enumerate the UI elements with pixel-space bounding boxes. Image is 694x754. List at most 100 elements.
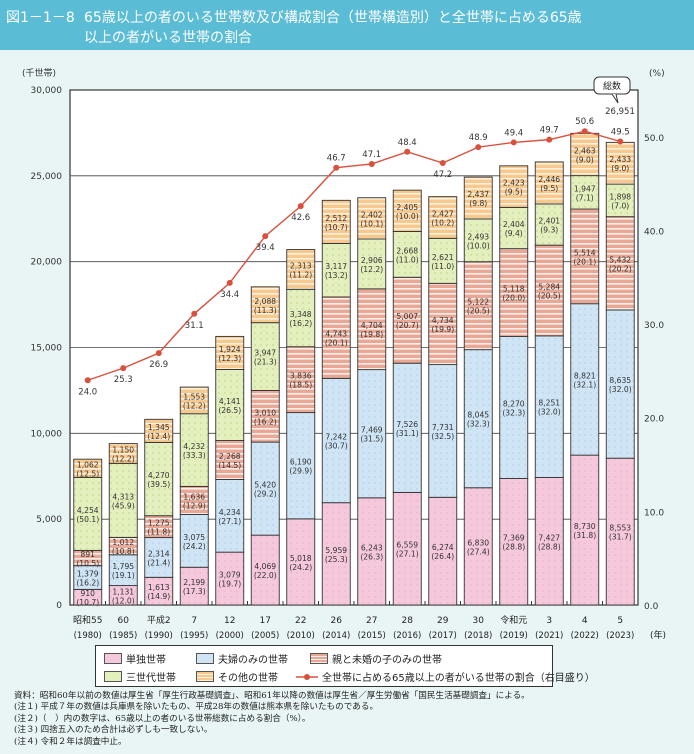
bar-value-label: 3,079	[219, 571, 241, 580]
bar-value-label: 2,268	[219, 452, 241, 461]
x-tick-year-label: (2015)	[358, 631, 386, 641]
bar-segment	[215, 551, 245, 606]
bar-segment	[250, 286, 280, 324]
bar-share-label: (19.9)	[431, 325, 454, 334]
legend: 単独世帯 夫婦のみの世帯 親と未婚の子のみの世帯 三世代世帯 その他の世帯 全世…	[95, 645, 595, 687]
bar-value-label: 4,313	[112, 492, 134, 501]
ratio-label: 48.4	[398, 138, 417, 148]
y-tick-label: 10,000	[31, 429, 63, 439]
bar-share-label: (31.1)	[396, 429, 419, 438]
x-tick-label: 30	[473, 616, 485, 626]
ratio-point	[120, 365, 127, 372]
bar-share-label: (12.2)	[183, 401, 206, 410]
x-tick-label: 7	[191, 616, 197, 626]
bar-segment	[605, 457, 635, 606]
bar-segment	[534, 335, 564, 478]
bar-share-label: (27.4)	[467, 547, 490, 556]
bar-segment	[463, 349, 493, 489]
bar-segment	[357, 369, 387, 499]
y2-tick-label: 10.0	[644, 508, 664, 518]
y-axis-unit: (千世帯)	[22, 67, 56, 79]
bar-value-label: 5,284	[538, 283, 560, 292]
bar-share-label: (20.0)	[502, 294, 525, 303]
bar-value-label: 6,559	[396, 541, 418, 550]
bar-share-label: (10.2)	[431, 218, 454, 227]
bar-share-label: (20.1)	[325, 339, 348, 348]
x-tick-label: 29	[437, 616, 449, 626]
bar-segment	[144, 418, 174, 443]
legend-label: その他の世帯	[218, 673, 278, 684]
x-tick-year-label: (2010)	[287, 631, 315, 641]
bar-share-label: (12.5)	[76, 469, 99, 478]
bar-share-label: (32.1)	[573, 380, 596, 389]
bar-segment	[321, 199, 351, 244]
bar-segment	[179, 485, 209, 515]
x-tick-label: 28	[402, 616, 414, 626]
bar-value-label: 7,731	[432, 423, 454, 432]
y-tick-label: 0	[56, 601, 62, 611]
bar-segment	[250, 389, 280, 443]
ratio-label: 46.7	[327, 154, 346, 164]
ratio-point	[581, 128, 588, 135]
y2-tick-label: 20.0	[644, 415, 664, 425]
ratio-point	[510, 139, 517, 146]
bar-value-label: 4,232	[183, 442, 205, 451]
bar-segment	[428, 282, 458, 366]
bar-value-label: 5,018	[290, 554, 312, 563]
bar-share-label: (31.7)	[609, 533, 632, 542]
bar-share-label: (39.5)	[147, 480, 170, 489]
bar-share-label: (20.5)	[467, 307, 490, 316]
bar-share-label: (20.2)	[609, 264, 632, 273]
source-note: 資料：昭和60年以前の数値は厚生省「厚生行政基礎調査」、昭和61年以降の数値は厚…	[14, 691, 530, 701]
bar-share-label: (9.5)	[505, 188, 523, 197]
bar-value-label: 5,514	[574, 248, 596, 257]
bar-value-label: 5,432	[609, 255, 631, 264]
bar-segment	[605, 141, 635, 185]
bar-share-label: (20.7)	[396, 321, 419, 330]
figure-header: 図1－1－8 65歳以上の者のいる世帯数及び構成割合（世帯構造別）と全世帯に占め…	[0, 0, 694, 50]
bar-value-label: 4,141	[219, 397, 241, 406]
bar-share-label: (11.0)	[396, 255, 419, 264]
bar-segment	[392, 362, 422, 493]
ratio-label: 34.4	[220, 290, 239, 300]
x-tick-year-label: (2019)	[500, 631, 528, 641]
bar-segment	[357, 197, 387, 240]
ratio-label: 24.0	[78, 387, 97, 397]
bar-segment	[428, 196, 458, 239]
bar-share-label: (10.0)	[467, 241, 490, 250]
y-tick-label: 30,000	[31, 86, 63, 96]
bar-share-label: (9.5)	[540, 184, 558, 193]
bar-share-label: (10.5)	[76, 559, 99, 568]
bar-share-label: (17.3)	[183, 587, 206, 596]
bar-segment	[321, 377, 351, 504]
total-callout-value: 26,951	[605, 107, 635, 117]
bar-value-label: 6,830	[467, 538, 489, 547]
legend-item-single: 単独世帯	[104, 651, 166, 666]
bar-share-label: (11.3)	[254, 306, 277, 315]
bar-value-label: 2,427	[432, 209, 454, 218]
bar-segment	[286, 518, 316, 606]
bar-share-label: (9.4)	[505, 229, 523, 238]
y-tick-label: 15,000	[31, 344, 63, 354]
bar-share-label: (19.7)	[218, 580, 241, 589]
bar-value-label: 8,821	[574, 371, 596, 380]
bar-share-label: (7.0)	[611, 201, 629, 210]
bar-segment	[570, 303, 600, 456]
bar-segment	[534, 161, 564, 205]
bar-share-label: (12.3)	[218, 354, 241, 363]
x-tick-year-label: (1985)	[109, 631, 137, 641]
bar-value-label: 2,199	[183, 578, 205, 587]
bar-segment	[357, 497, 387, 606]
bar-value-label: 6,190	[290, 458, 312, 467]
bar-share-label: (10.0)	[396, 212, 419, 221]
bar-segment	[605, 183, 635, 218]
x-tick-label: 昭和55	[73, 615, 102, 626]
bar-share-label: (32.0)	[609, 385, 632, 394]
bar-value-label: 2,446	[538, 175, 560, 184]
ratio-point	[404, 148, 411, 155]
ratio-label: 47.2	[433, 170, 452, 180]
bar-value-label: 3,010	[254, 408, 276, 417]
bar-share-label: (26.3)	[360, 552, 383, 561]
y2-tick-label: 50.0	[644, 134, 664, 144]
bar-share-label: (11.0)	[431, 262, 454, 271]
